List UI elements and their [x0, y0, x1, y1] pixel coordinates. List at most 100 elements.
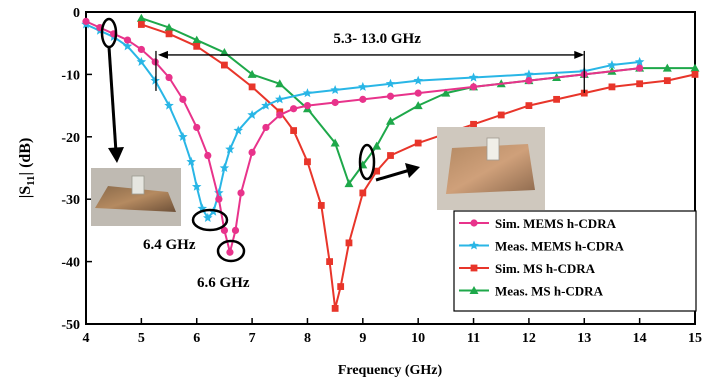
series-0-point-8 [193, 123, 201, 132]
series-1-point-20 [302, 88, 313, 98]
legend-marker-1 [469, 240, 479, 250]
series-1 [81, 19, 645, 222]
series-1-point-19 [275, 94, 285, 104]
y-tick-label-2: -20 [61, 131, 80, 146]
y-axis: 0 -10 -20 -30 -40 -50 [61, 6, 92, 333]
series-0-point-0 [82, 17, 90, 25]
ms-antenna-photo [437, 127, 545, 210]
y-tick-label-0: 0 [73, 6, 80, 21]
y-tick-label-4: -40 [61, 256, 80, 271]
series-3-point-0 [136, 13, 146, 22]
series-2-point-18 [470, 120, 477, 128]
series-2-point-26 [691, 71, 699, 78]
series-1-point-3 [122, 41, 133, 51]
series-0-point-10 [215, 195, 223, 203]
series-1-point-28 [607, 60, 617, 70]
legend-label-0: Sim. MEMS h-CDRA [495, 216, 617, 231]
series-3-point-8 [344, 179, 354, 188]
series-0-point-20 [331, 98, 339, 107]
x-tick-label-11: 15 [688, 331, 702, 346]
series-1-line [85, 23, 640, 219]
series-0-point-17 [276, 111, 284, 119]
dip-64-ellipse [191, 208, 229, 232]
series-3-point-3 [219, 48, 229, 57]
series-3-point-13 [441, 88, 451, 97]
series-0-point-21 [359, 95, 367, 103]
series-3-point-10 [372, 141, 382, 150]
series-1-point-21 [330, 85, 340, 95]
series-2-point-8 [317, 202, 325, 209]
series-2-point-23 [608, 83, 616, 91]
series-0-point-23 [414, 89, 422, 97]
series-0-point-3 [123, 36, 132, 44]
series-3-point-21 [662, 63, 672, 72]
legend-marker-3 [469, 286, 479, 294]
series-2-point-0 [137, 21, 145, 28]
series-2-point-14 [373, 167, 381, 175]
series-0-point-24 [469, 83, 478, 91]
x-tick-label-2: 6 [193, 331, 200, 346]
series-1-point-4 [136, 56, 147, 66]
series-0-point-4 [137, 45, 145, 54]
pointer-annotations [100, 17, 420, 263]
series-0-point-19 [303, 102, 312, 110]
series-2-point-4 [248, 83, 256, 91]
pointer-arrow-ms-photo [375, 168, 411, 182]
series-1-point-6 [164, 100, 174, 110]
series-0-point-6 [165, 73, 173, 82]
dip-66-ellipse [216, 239, 246, 263]
series-0-point-15 [248, 148, 256, 156]
series-3-point-2 [192, 35, 202, 44]
x-tick-label-10: 14 [633, 331, 647, 346]
series-1-point-15 [225, 144, 235, 154]
bandwidth-arrowhead-left [157, 50, 168, 59]
series-1-point-23 [385, 78, 396, 88]
pointer-arrow-mems-photo [107, 46, 118, 153]
pointer-arrowhead-ms-photo [405, 163, 420, 178]
series-2 [137, 21, 699, 312]
legend-label-1: Meas. MEMS h-CDRA [495, 239, 625, 254]
y-tick-label-1: -10 [61, 68, 80, 83]
series-2-point-3 [221, 61, 228, 69]
series-1-point-17 [247, 109, 257, 120]
series-3-point-7 [330, 138, 340, 147]
legend: Sim. MEMS h-CDRA Meas. MEMS h-CDRA Sim. MS… [453, 210, 697, 312]
series-1-point-10 [197, 203, 208, 213]
x-axis-title: Frequency (GHz) [338, 363, 443, 378]
series-1-point-8 [186, 156, 196, 166]
series-3-point-22 [690, 63, 700, 72]
series-2-point-1 [165, 30, 173, 38]
y-tick-label-3: -30 [61, 193, 80, 208]
series-1-point-26 [524, 69, 534, 79]
x-tick-label-0: 4 [83, 331, 90, 346]
series-1-point-13 [214, 187, 224, 198]
series-1-point-7 [178, 131, 188, 141]
series-0-point-13 [231, 226, 240, 234]
ms-dip-ellipse [358, 143, 376, 181]
x-tick-label-5: 9 [359, 331, 366, 346]
series-2-point-16 [414, 139, 422, 147]
series-2-point-13 [359, 189, 367, 197]
series-0-point-5 [151, 58, 159, 66]
series-3-point-11 [386, 116, 395, 125]
bandwidth-label: 5.3- 13.0 GHz [333, 31, 421, 47]
series-3-point-4 [247, 69, 257, 78]
series-2-point-6 [290, 127, 298, 134]
series-3-point-1 [164, 23, 174, 32]
series-1-point-16 [233, 125, 244, 135]
label-6-6-ghz: 6.6 GHz [197, 275, 250, 291]
series-0-point-22 [386, 92, 395, 100]
series-0-point-9 [204, 151, 212, 160]
series-2-point-15 [387, 152, 394, 159]
series-2-point-21 [553, 95, 560, 103]
series-1-point-25 [468, 72, 479, 82]
series-0-point-12 [226, 248, 234, 256]
mems-antenna-photo [91, 168, 181, 226]
series-0-point-27 [636, 64, 644, 72]
series-2-point-9 [326, 258, 333, 265]
x-tick-label-3: 7 [249, 331, 256, 346]
x-tick-label-1: 5 [138, 331, 145, 346]
series-0-point-16 [262, 123, 270, 132]
series-2-point-10 [331, 305, 339, 312]
